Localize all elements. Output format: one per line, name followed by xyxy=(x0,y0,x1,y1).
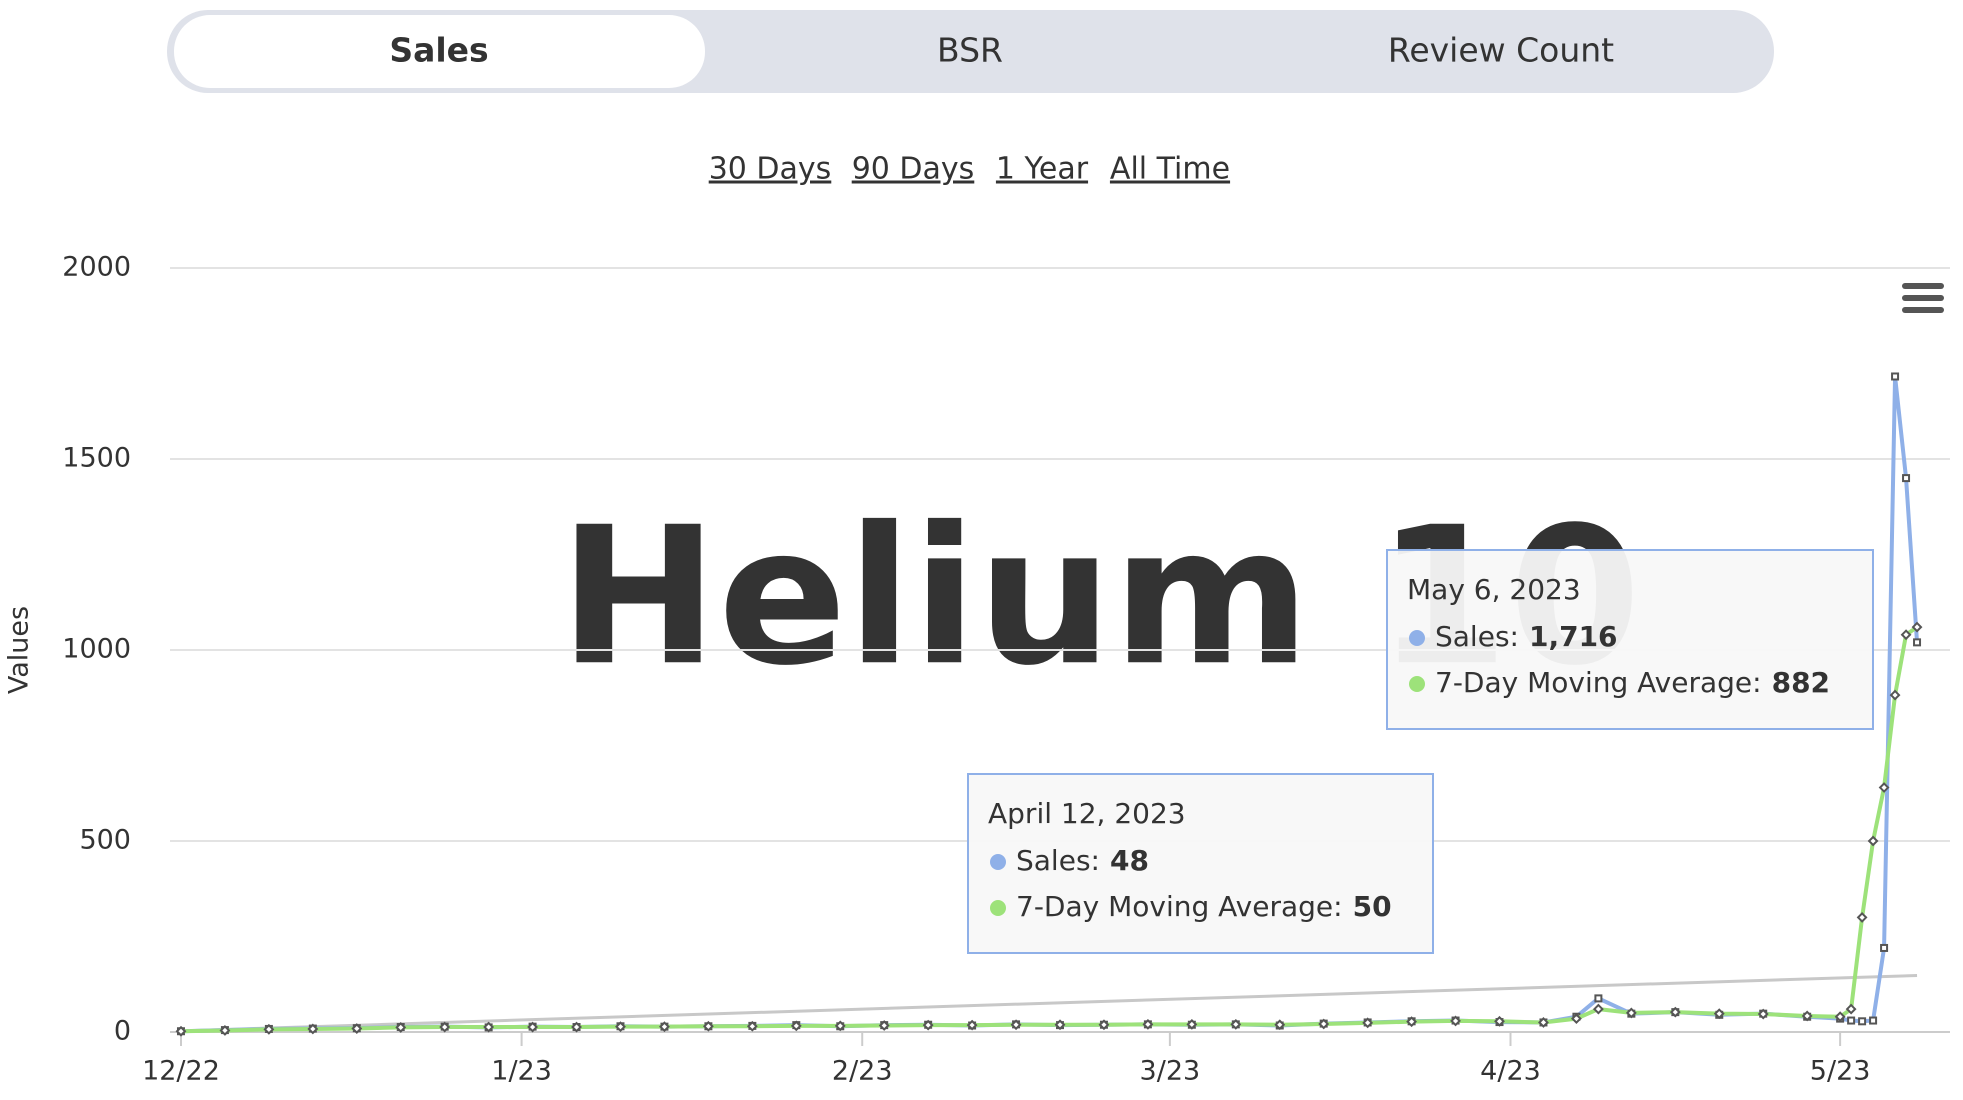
point xyxy=(1889,689,1901,701)
point xyxy=(351,1023,363,1034)
range-link[interactable]: 1 Year xyxy=(996,152,1089,187)
point xyxy=(1856,911,1868,923)
x-tick-label: 3/23 xyxy=(1140,1056,1201,1087)
point xyxy=(1834,1011,1846,1023)
point xyxy=(1625,1007,1637,1019)
point xyxy=(1845,1003,1857,1015)
point xyxy=(1867,835,1879,847)
point xyxy=(1592,1003,1604,1015)
point xyxy=(1450,1015,1461,1027)
point xyxy=(1878,782,1890,793)
y-tick-label: 1000 xyxy=(62,634,131,665)
tooltip-title: April 12, 2023 xyxy=(988,797,1186,830)
tooltip-label: 7-Day Moving Average: xyxy=(1016,890,1343,923)
tooltip-row: 7-Day Moving Average: 50 xyxy=(1016,890,1392,923)
point xyxy=(439,1021,451,1033)
point xyxy=(263,1023,275,1035)
point xyxy=(1538,1017,1549,1028)
point xyxy=(1669,1006,1681,1018)
point xyxy=(571,1021,582,1033)
point xyxy=(1494,1015,1505,1027)
range-link[interactable]: All Time xyxy=(1110,152,1230,187)
point xyxy=(1801,1010,1813,1022)
active-tab xyxy=(174,15,705,88)
tab[interactable]: BSR xyxy=(937,31,1003,70)
point xyxy=(922,1019,934,1031)
point xyxy=(1186,1018,1198,1030)
point xyxy=(1230,1018,1242,1030)
x-tick-label: 2/23 xyxy=(832,1056,893,1087)
point xyxy=(1594,994,1603,1003)
point xyxy=(790,1020,802,1032)
tooltip-row: 7-Day Moving Average: 882 xyxy=(1435,666,1830,699)
tooltip-value: 882 xyxy=(1772,666,1830,699)
point xyxy=(1098,1019,1110,1031)
tooltip-dot xyxy=(990,854,1006,870)
point xyxy=(659,1021,670,1033)
point xyxy=(219,1025,231,1036)
point xyxy=(1274,1019,1286,1031)
point xyxy=(175,1025,187,1037)
tooltip-value: 48 xyxy=(1110,844,1149,877)
point xyxy=(1902,474,1911,483)
point xyxy=(1891,372,1900,381)
y-tick-label: 1500 xyxy=(62,443,131,474)
tooltip-value: 50 xyxy=(1353,890,1392,923)
point xyxy=(746,1020,758,1032)
point xyxy=(966,1019,978,1031)
x-tick-label: 1/23 xyxy=(491,1056,552,1087)
point xyxy=(834,1020,846,1032)
x-tick-label: 12/22 xyxy=(142,1056,220,1087)
tab[interactable]: Review Count xyxy=(1388,31,1614,70)
trend-line xyxy=(180,973,1918,1033)
point xyxy=(615,1021,626,1033)
point xyxy=(483,1021,495,1033)
point xyxy=(1318,1018,1330,1030)
point xyxy=(1900,629,1912,641)
tooltip-dot xyxy=(1409,630,1425,646)
point xyxy=(1913,638,1922,647)
point xyxy=(1010,1019,1022,1031)
tooltip-box xyxy=(967,773,1434,954)
x-tick-label: 4/23 xyxy=(1480,1056,1541,1087)
y-tick-label: 2000 xyxy=(62,252,131,283)
tooltip-label: Sales: xyxy=(1435,620,1519,653)
tooltip-dot xyxy=(1409,676,1425,692)
menu-icon[interactable] xyxy=(1902,283,1944,313)
y-tick-label: 500 xyxy=(79,825,131,856)
tooltip-value: 1,716 xyxy=(1529,620,1618,653)
tooltip-row: Sales: 1,716 xyxy=(1435,620,1618,653)
point xyxy=(1880,943,1889,952)
point xyxy=(307,1023,319,1035)
x-tick-label: 5/23 xyxy=(1810,1056,1871,1087)
tab[interactable]: Sales xyxy=(389,31,488,70)
point xyxy=(702,1020,714,1032)
point xyxy=(1571,1013,1582,1025)
point xyxy=(1757,1008,1769,1020)
tooltip-box xyxy=(1386,549,1874,730)
point xyxy=(1406,1016,1418,1028)
tooltip-label: 7-Day Moving Average: xyxy=(1435,666,1762,699)
point xyxy=(1362,1017,1374,1029)
y-tick-label: 0 xyxy=(114,1016,131,1047)
y-axis-label: Values xyxy=(4,606,35,694)
point xyxy=(1847,1016,1856,1025)
tooltip-row: Sales: 48 xyxy=(1016,844,1149,877)
point xyxy=(878,1020,890,1031)
range-link[interactable]: 30 Days xyxy=(709,152,832,187)
tooltip-title: May 6, 2023 xyxy=(1407,573,1581,606)
point xyxy=(1142,1018,1154,1030)
point xyxy=(1911,621,1923,633)
point xyxy=(1869,1016,1878,1025)
range-link[interactable]: 90 Days xyxy=(852,152,975,187)
point xyxy=(1858,1017,1867,1026)
point xyxy=(1713,1008,1725,1020)
tooltip-dot xyxy=(990,900,1006,916)
tooltip-label: Sales: xyxy=(1016,844,1100,877)
point xyxy=(527,1021,539,1033)
point xyxy=(1054,1019,1066,1031)
point xyxy=(395,1022,407,1033)
